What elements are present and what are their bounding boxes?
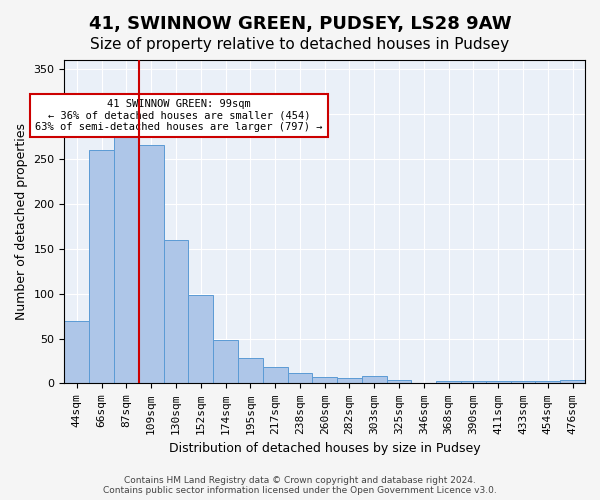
Bar <box>436 380 461 384</box>
Bar <box>486 380 511 384</box>
Bar <box>362 376 386 384</box>
Bar <box>287 372 313 384</box>
Bar <box>461 380 486 384</box>
Text: Contains HM Land Registry data © Crown copyright and database right 2024.
Contai: Contains HM Land Registry data © Crown c… <box>103 476 497 495</box>
Bar <box>535 380 560 384</box>
Bar <box>560 380 585 384</box>
Bar <box>313 377 337 384</box>
Y-axis label: Number of detached properties: Number of detached properties <box>15 123 28 320</box>
Text: Size of property relative to detached houses in Pudsey: Size of property relative to detached ho… <box>91 38 509 52</box>
Text: 41 SWINNOW GREEN: 99sqm
← 36% of detached houses are smaller (454)
63% of semi-d: 41 SWINNOW GREEN: 99sqm ← 36% of detache… <box>35 99 323 132</box>
Bar <box>337 378 362 384</box>
Bar <box>89 150 114 384</box>
Bar <box>213 340 238 384</box>
Bar <box>386 380 412 384</box>
Bar <box>238 358 263 384</box>
Text: 41, SWINNOW GREEN, PUDSEY, LS28 9AW: 41, SWINNOW GREEN, PUDSEY, LS28 9AW <box>89 15 511 33</box>
X-axis label: Distribution of detached houses by size in Pudsey: Distribution of detached houses by size … <box>169 442 481 455</box>
Bar <box>114 118 139 384</box>
Bar <box>139 146 164 384</box>
Bar <box>263 368 287 384</box>
Bar <box>188 296 213 384</box>
Bar <box>64 320 89 384</box>
Bar <box>511 380 535 384</box>
Bar <box>164 240 188 384</box>
